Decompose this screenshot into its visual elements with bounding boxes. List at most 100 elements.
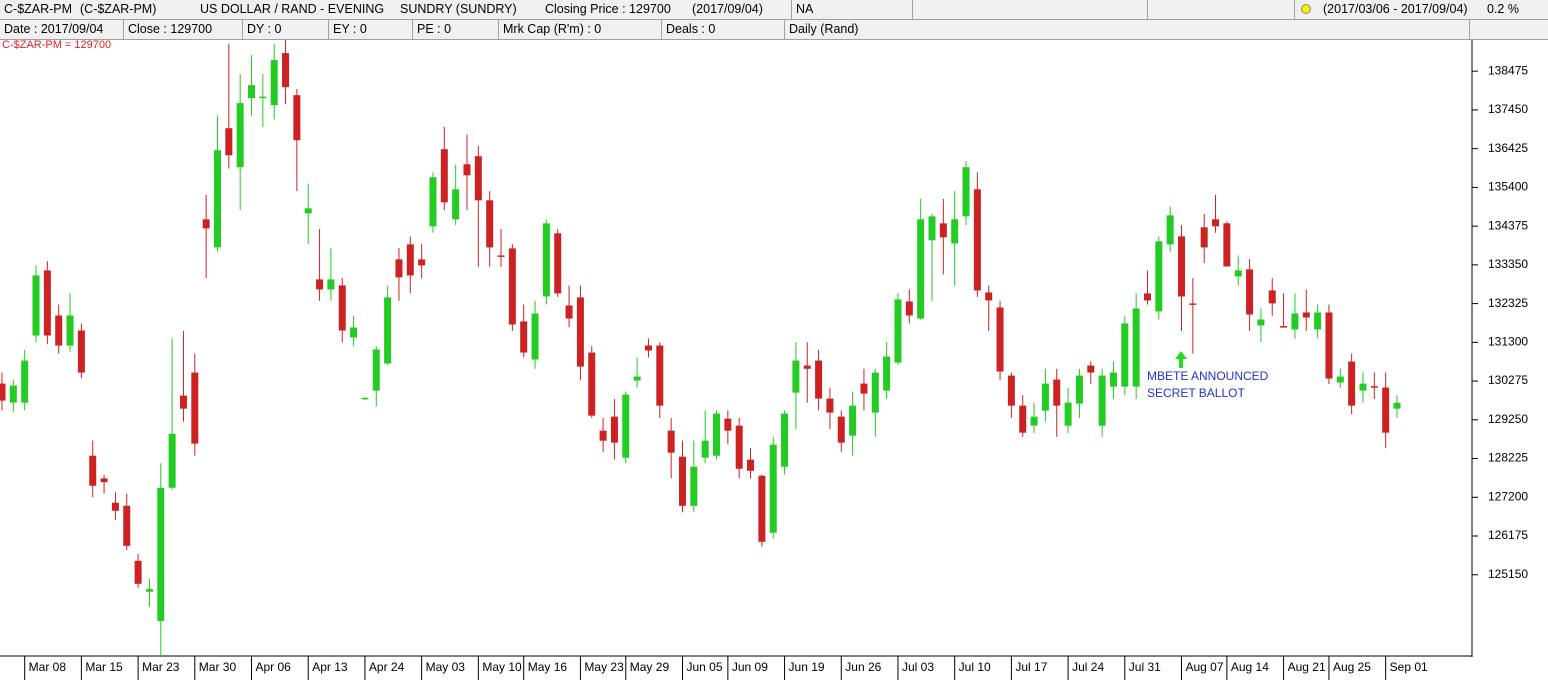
candle-body [406,244,414,276]
change: 0.2 % [1487,2,1519,16]
candle-body [758,475,766,542]
candle-body [282,53,290,88]
candle-body [123,505,131,546]
title-bar: C-$ZAR-PM (C-$ZAR-PM) US DOLLAR / RAND -… [0,0,1548,20]
x-tick-label: Jul 03 [902,660,934,674]
y-tick-label: 134375 [1488,218,1528,232]
candle-body [1234,270,1242,277]
annotation-arrow [1175,351,1187,368]
candle-body [1302,312,1310,318]
candle-body [792,360,800,393]
candle-body [259,96,267,99]
candle-body [1087,365,1095,373]
candle-body [1075,375,1083,404]
candle-body [1143,293,1151,301]
empty-cell [913,0,1148,19]
candle-body [565,305,573,319]
candle-body [1030,416,1038,426]
candle-body [1200,227,1208,248]
info-cell: Close : 129700 [124,20,243,39]
candle-body [724,418,732,431]
closing-date: (2017/09/04) [692,2,763,16]
candle-body [667,430,675,453]
candle-body [815,360,823,399]
candle-body [32,275,40,336]
status: NA [792,0,913,19]
candle-body [962,167,970,217]
x-tick-label: Apr 24 [369,660,405,674]
candle-body [43,270,51,336]
candle-body [350,327,358,338]
candle-body [384,297,392,364]
info-bar: Date : 2017/09/04 Close : 129700 DY : 0 … [0,20,1548,40]
x-tick-label: Aug 25 [1333,660,1371,674]
candle-body [542,223,550,297]
sector: SUNDRY (SUNDRY) [400,2,517,16]
x-tick-label: Jul 17 [1015,660,1047,674]
candle-body [372,349,380,391]
candle-body [701,440,709,458]
candle-body [1189,303,1197,305]
candle-body [1064,402,1072,426]
y-tick-label: 133350 [1488,257,1528,271]
candle-body [134,560,142,584]
candle-body [599,430,607,441]
x-tick-label: Apr 06 [256,660,292,674]
candle-body [1370,386,1378,388]
x-tick-label: Mar 15 [85,660,123,674]
candle-body [894,299,902,363]
x-tick-label: Jul 24 [1072,660,1104,674]
x-tick-label: Aug 21 [1288,660,1326,674]
x-tick-label: May 03 [426,660,466,674]
period: (2017/03/06 - 2017/09/04) [1323,2,1468,16]
candle-body [1280,326,1288,328]
info-cell: Daily (Rand) [785,20,1470,39]
x-tick-label: Sep 01 [1390,660,1428,674]
candle-body [1336,376,1344,383]
candle-body [1291,313,1299,330]
candle-body [248,85,256,99]
candle-body [191,372,199,444]
x-tick-label: May 16 [528,660,568,674]
candle-body [202,219,210,229]
instrument-name: US DOLLAR / RAND - EVENING [200,2,385,16]
candle-body [474,156,482,201]
candle-body [236,103,244,168]
candle-body [179,395,187,409]
candle-body [917,219,925,319]
candle-body [656,345,664,406]
candle-body [168,433,176,488]
candle-body [747,459,755,471]
candle-body [55,315,63,346]
candle-body [1382,387,1390,433]
candle-body [713,413,721,456]
y-tick-label: 128225 [1488,451,1528,465]
candle-body [644,345,652,351]
candle-body [803,365,811,369]
candle-body [361,397,369,400]
candle-body [429,177,437,227]
y-tick-label: 138475 [1488,63,1528,77]
candle-body [1041,383,1049,411]
y-tick-label: 125150 [1488,567,1528,581]
y-tick-label: 129250 [1488,412,1528,426]
candle-body [826,398,834,413]
candle-body [1325,312,1333,379]
y-tick-label: 131300 [1488,335,1528,349]
title-cell: C-$ZAR-PM (C-$ZAR-PM) US DOLLAR / RAND -… [0,0,792,19]
candle-body [554,233,562,294]
candle-body [690,466,698,506]
candle-body [21,360,29,403]
info-cell: EY : 0 [329,20,413,39]
x-tick-label: Jun 19 [789,660,825,674]
period-cell: (2017/03/06 - 2017/09/04) 0.2 % [1295,0,1548,19]
closing-price: Closing Price : 129700 [545,2,671,16]
x-tick-label: Aug 14 [1231,660,1269,674]
candle-body [905,301,913,316]
candle-body [9,385,17,403]
candle-body [293,95,301,141]
candle-body [735,425,743,469]
candle-body [225,128,233,156]
candle-body [327,279,335,290]
